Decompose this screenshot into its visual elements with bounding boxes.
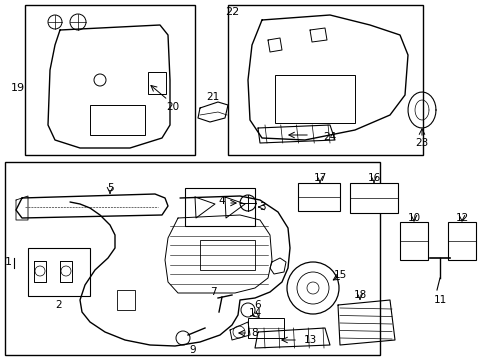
Text: 1: 1	[4, 257, 12, 267]
Text: 18: 18	[353, 290, 366, 300]
Text: 2: 2	[56, 300, 62, 310]
Bar	[184, 188, 254, 226]
Text: 10: 10	[407, 213, 420, 223]
Text: 6: 6	[254, 300, 261, 310]
Bar	[399, 222, 427, 260]
Text: 16: 16	[366, 173, 380, 183]
Bar	[447, 222, 475, 260]
Text: 11: 11	[432, 295, 446, 305]
Text: 12: 12	[454, 213, 468, 223]
Bar	[227, 5, 422, 155]
Bar	[117, 290, 135, 310]
Bar	[148, 72, 165, 94]
Text: 7: 7	[209, 287, 216, 297]
Bar	[90, 105, 145, 135]
Bar	[349, 183, 397, 213]
Text: 3: 3	[258, 202, 265, 212]
Bar	[200, 240, 254, 270]
Bar	[297, 183, 339, 211]
Text: 13: 13	[303, 335, 316, 345]
Text: 17: 17	[313, 173, 326, 183]
Bar	[25, 5, 195, 155]
Text: 20: 20	[166, 102, 179, 112]
Text: 22: 22	[224, 7, 239, 17]
Text: 21: 21	[206, 92, 219, 102]
Bar	[274, 75, 354, 123]
Text: 8: 8	[251, 328, 258, 338]
Bar	[28, 248, 90, 296]
Text: 24: 24	[323, 132, 336, 142]
Bar	[247, 318, 284, 338]
Text: 5: 5	[106, 183, 113, 193]
Text: 19: 19	[11, 83, 25, 93]
Text: 4: 4	[218, 196, 225, 206]
Text: 9: 9	[189, 345, 196, 355]
Text: 23: 23	[414, 138, 428, 148]
Text: 14: 14	[248, 308, 261, 318]
Bar	[5, 162, 379, 355]
Text: 15: 15	[333, 270, 346, 280]
